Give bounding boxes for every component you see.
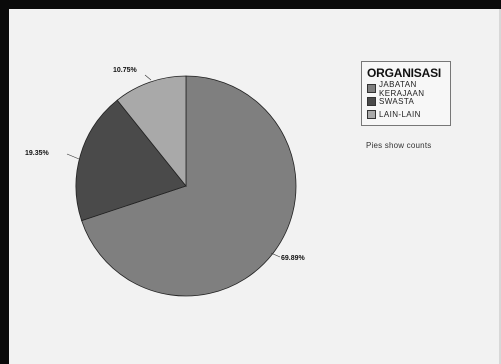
leader-line-lain-lain xyxy=(144,74,152,81)
legend-label-lain-lain: LAIN-LAIN xyxy=(379,110,421,119)
legend-item-swasta: SWASTA xyxy=(367,95,446,108)
legend-item-jabatan-kerajaan: JABATAN KERAJAAN xyxy=(367,79,446,98)
leader-line-swasta xyxy=(66,153,80,160)
data-label-lain-lain: 10.75% xyxy=(113,67,138,74)
chart-frame: 69.89% 19.35% 10.75% ORGANISASI JABATAN KE… xyxy=(9,9,501,364)
legend-swatch-jabatan-kerajaan xyxy=(367,84,376,93)
pie-slice-swasta xyxy=(75,99,187,222)
legend: ORGANISASI JABATAN KERAJAAN SWASTA LAIN-… xyxy=(361,61,451,126)
pie-caption: Pies show counts xyxy=(366,141,432,150)
pie-chart: 69.89% 19.35% 10.75% xyxy=(25,67,306,297)
legend-swatch-lain-lain xyxy=(367,110,376,119)
pie-slice-lain-lain xyxy=(116,75,187,188)
legend-label-jabatan-kerajaan: JABATAN KERAJAAN xyxy=(379,79,425,98)
legend-item-lain-lain: LAIN-LAIN xyxy=(367,108,446,121)
legend-title: ORGANISASI xyxy=(367,66,442,80)
data-label-jabatan-kerajaan: 69.89% xyxy=(281,255,306,262)
legend-swatch-swasta xyxy=(367,97,376,106)
legend-label-swasta: SWASTA xyxy=(379,97,415,106)
leader-line-jabatan-kerajaan xyxy=(270,252,281,258)
pie-slice-jabatan-kerajaan xyxy=(81,75,297,297)
data-label-swasta: 19.35% xyxy=(25,150,50,157)
